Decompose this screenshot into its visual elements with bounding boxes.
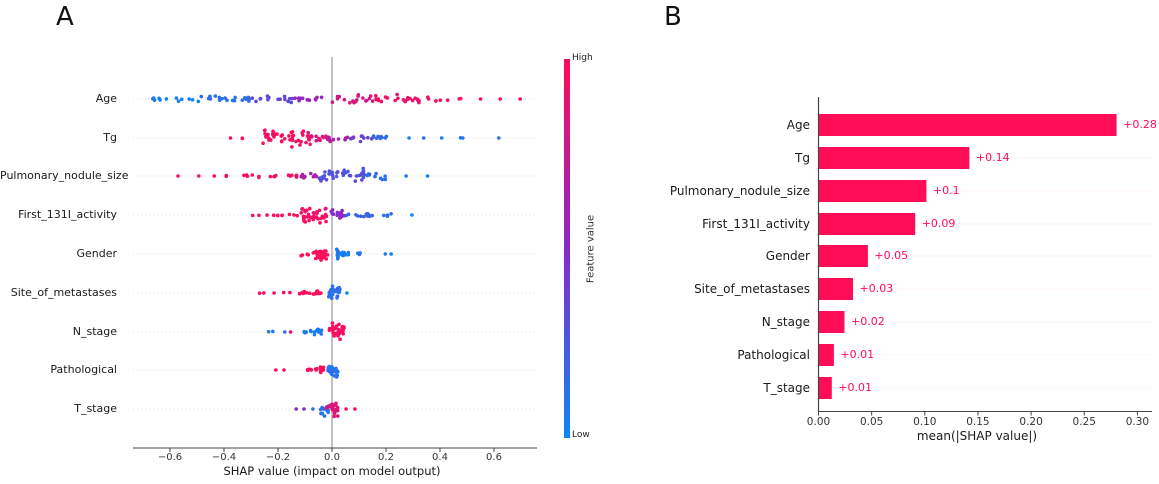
bar-pathological [819,344,834,366]
panel-b-letter: B [664,2,683,32]
bar-value-label-gender: +0.05 [874,249,909,262]
panel-b-xtick: 0.05 [859,416,884,428]
panel-a-xtick: −0.4 [211,452,237,463]
beeswarm-row-n_stage [266,321,346,342]
panel-b-axes [817,97,1152,416]
panel-b-feature-label-gender: Gender [765,249,810,263]
bar-value-label-first_131i_activity: +0.09 [921,217,956,230]
panel-a-feature-label-n_stage: N_stage [72,325,117,338]
bar-value-label-pathological: +0.01 [840,348,875,361]
panel-b-feature-label-age: Age [786,118,810,132]
panel-b-xtick: 0.10 [913,416,937,428]
panel-a-xtick: −0.2 [265,452,291,463]
bar-n_stage [819,311,845,333]
beeswarm-row-pulmonary_nodule_size [176,166,430,183]
bar-value-label-pulmonary_nodule_size: +0.1 [932,184,960,197]
beeswarm-row-tg [228,128,501,149]
bar-value-label-t_stage: +0.01 [838,381,872,394]
panel-a-feature-label-age: Age [95,92,117,105]
colorbar-feature-value [564,59,570,438]
beeswarm-row-pathological [274,364,340,379]
panel-a-xtick: 0.2 [378,452,394,463]
bar-value-label-age: +0.28 [1123,118,1157,131]
panel-a-xtick: 0.4 [432,452,448,463]
panel-a-xtick: 0.0 [324,452,340,463]
panel-b-feature-label-n_stage: N_stage [761,315,810,329]
panel-a-row-gridlines [133,98,537,410]
beeswarm-row-t_stage [294,401,357,419]
bar-value-label-site_of_metastases: +0.03 [859,282,894,295]
panel-b-feature-label-tg: Tg [795,151,810,165]
colorbar-title: Feature value [585,214,597,284]
panel-a-feature-label-tg: Tg [103,131,117,144]
colorbar-low-label: Low [572,430,590,440]
panel-a-letter: A [56,2,75,32]
panel-b-feature-label-pathological: Pathological [737,348,810,362]
bar-value-label-tg: +0.14 [975,151,1010,164]
bar-value-label-n_stage: +0.02 [851,315,885,328]
bar-tg [819,147,970,169]
bar-t_stage [819,377,832,399]
bar-first_131i_activity [819,213,916,235]
panel-b-feature-label-pulmonary_nodule_size: Pulmonary_nodule_size [669,184,810,198]
colorbar-high-label: High [572,53,593,63]
bar-gender [819,245,868,267]
beeswarm-row-first_131i_activity [250,206,414,225]
panel-a-feature-label-first_131i_activity: First_131I_activity [18,208,117,221]
panel-a-xtick: −0.6 [157,452,183,463]
panel-a-beeswarm-points [151,92,522,419]
panel-a-xtick: 0.6 [486,452,502,463]
panel-b-xtick: 0.00 [806,416,831,428]
panel-a-xaxis-title: SHAP value (impact on model output) [223,464,441,478]
panel-b-feature-label-t_stage: T_stage [763,381,810,395]
panel-a-xaxis [133,447,537,452]
beeswarm-row-site_of_metastases [257,284,349,301]
panel-a-feature-label-t_stage: T_stage [74,402,117,415]
bar-age [819,114,1117,136]
panel-a-feature-label-gender: Gender [76,247,117,260]
panel-a-feature-label-site_of_metastases: Site_of_metastases [10,286,117,299]
beeswarm-row-age [151,92,522,105]
panel-a-feature-label-pulmonary_nodule_size: Pulmonary_nodule_size [0,169,129,182]
panel-b-feature-label-first_131i_activity: First_131I_activity [702,217,810,231]
beeswarm-row-gender [299,247,393,262]
panel-b-xtick: 0.25 [1072,416,1096,428]
bar-pulmonary_nodule_size [819,180,927,202]
panel-b-feature-label-site_of_metastases: Site_of_metastases [694,282,810,296]
panel-b-xtick: 0.20 [1019,416,1043,428]
panel-b-xtick: 0.15 [966,416,990,428]
panel-b-xaxis-title: mean(|SHAP value|) [916,429,1038,443]
panel-a-feature-label-pathological: Pathological [50,363,117,376]
panel-b-xtick: 0.30 [1125,416,1150,428]
panel-b-bars [819,114,1117,399]
bar-site_of_metastases [819,278,853,300]
